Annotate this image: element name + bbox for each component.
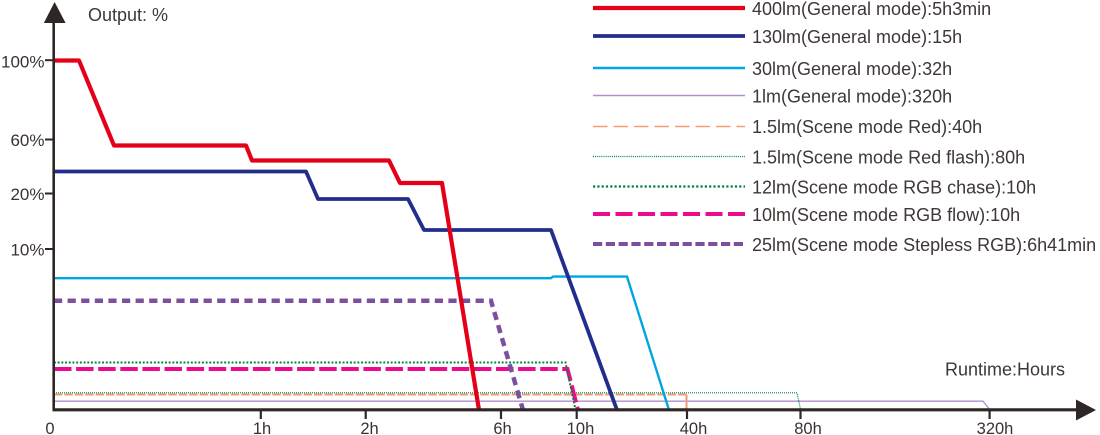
svg-text:20%: 20% (10, 185, 44, 204)
svg-text:25lm(Scene mode Stepless RGB):: 25lm(Scene mode Stepless RGB):6h41min (752, 235, 1096, 255)
svg-text:1.5lm(Scene mode Red):40h: 1.5lm(Scene mode Red):40h (752, 117, 982, 137)
svg-text:60%: 60% (10, 131, 44, 150)
svg-text:1lm(General mode):320h: 1lm(General mode):320h (752, 87, 952, 107)
svg-text:100%: 100% (1, 53, 44, 72)
svg-text:10h: 10h (567, 420, 595, 435)
svg-text:130lm(General mode):15h: 130lm(General mode):15h (752, 27, 962, 47)
svg-text:2h: 2h (360, 420, 378, 435)
svg-text:80h: 80h (794, 420, 822, 435)
svg-text:1h: 1h (253, 420, 271, 435)
svg-text:6h: 6h (493, 420, 511, 435)
svg-text:40h: 40h (680, 420, 708, 435)
svg-text:0: 0 (45, 420, 54, 435)
svg-text:10%: 10% (10, 241, 44, 260)
svg-text:400lm(General mode):5h3min: 400lm(General mode):5h3min (752, 0, 991, 19)
svg-text:Output: %: Output: % (88, 5, 168, 25)
svg-text:30lm(General mode):32h: 30lm(General mode):32h (752, 59, 952, 79)
svg-text:10lm(Scene mode RGB flow):10h: 10lm(Scene mode RGB flow):10h (752, 205, 1020, 225)
svg-text:1.5lm(Scene mode Red flash):80: 1.5lm(Scene mode Red flash):80h (752, 148, 1025, 168)
svg-text:320h: 320h (977, 420, 1014, 435)
svg-text:12lm(Scene mode RGB chase):10h: 12lm(Scene mode RGB chase):10h (752, 178, 1036, 198)
svg-text:Runtime:Hours: Runtime:Hours (945, 360, 1065, 380)
